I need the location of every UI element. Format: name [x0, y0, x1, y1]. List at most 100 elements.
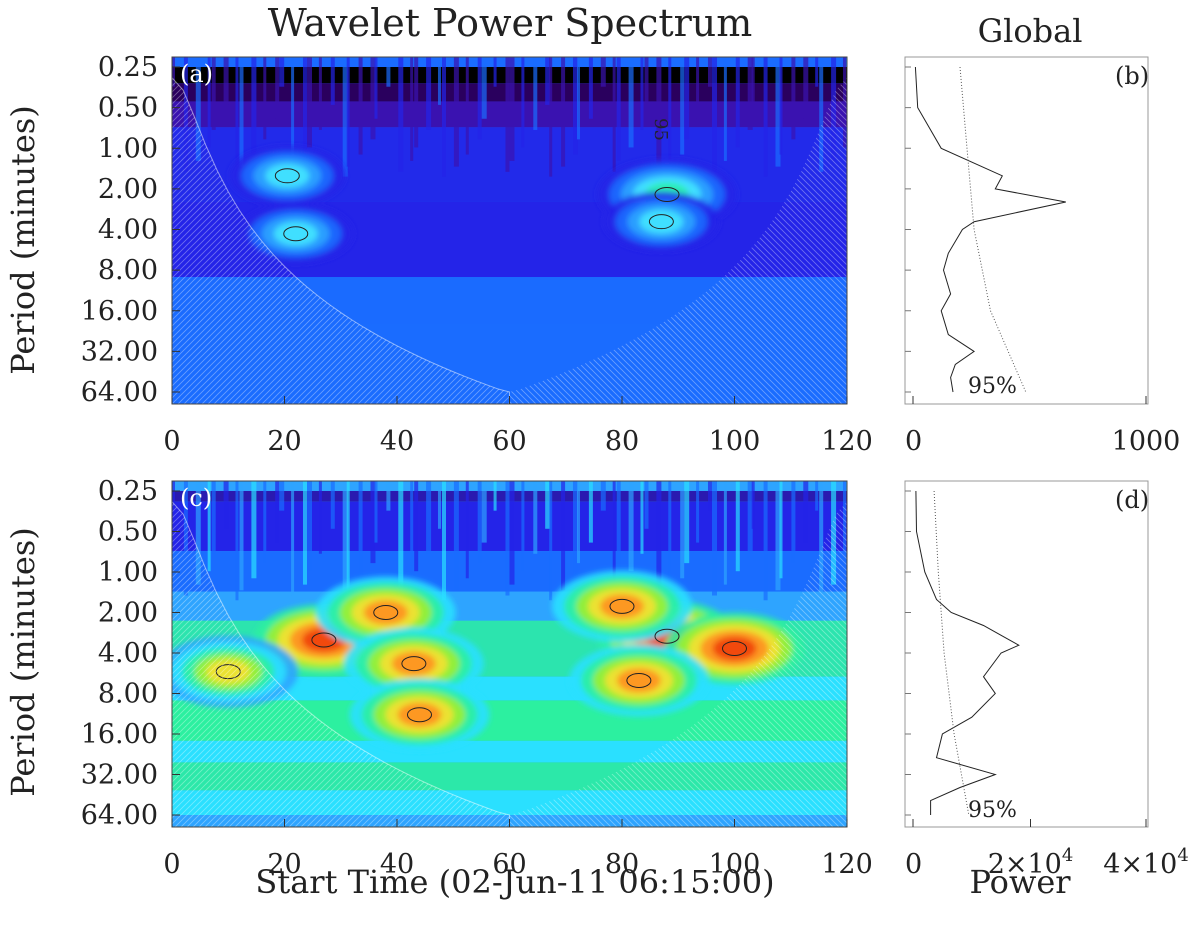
panelD-xtick-label: 0: [905, 849, 922, 880]
panela-streak: [779, 57, 783, 155]
panela-streak: [612, 57, 616, 172]
panelc-streak: [533, 481, 538, 554]
panelc-streak: [477, 481, 482, 564]
panelc-streak: [505, 481, 510, 596]
panela-streak: [696, 57, 700, 119]
panela-cone-edge: [172, 77, 510, 404]
panelc-streak: [577, 481, 580, 564]
panelc-streak: [302, 481, 307, 585]
panela-streak: [223, 57, 229, 105]
panelc-streak: [803, 481, 809, 543]
panela-streak: [275, 57, 280, 119]
panel-c-ylabel: Period (minutes): [4, 527, 42, 796]
panela-ytick-label: 8.00: [98, 255, 158, 286]
panel-d-frame: [904, 480, 1149, 828]
panela-streak: [549, 57, 553, 177]
panelc-streak: [640, 481, 644, 554]
panela-streak: [477, 57, 482, 140]
panelc-xtick-label: 100: [709, 849, 761, 880]
panelc-streak: [493, 481, 497, 511]
panelc-streak: [172, 481, 175, 511]
global-title: Global: [978, 12, 1083, 50]
panel-d-global-spectrum: [905, 490, 1020, 816]
panela-blob-0: [265, 163, 310, 188]
panela-ytick-label: 0.50: [98, 93, 158, 124]
panela-streak: [712, 57, 717, 172]
panela-streak: [656, 57, 662, 177]
panelc-streak: [263, 481, 267, 564]
panela-streak: [600, 57, 606, 87]
panelc-streak: [521, 481, 525, 572]
panela-cone-left: [172, 77, 510, 404]
panela-streak: [751, 57, 755, 105]
panela-streak: [239, 57, 244, 167]
panelc-sig-contour-2: [401, 656, 427, 672]
panelc-blob-7: [616, 668, 661, 693]
panelc-streak: [588, 481, 593, 543]
panelc-streak: [723, 481, 727, 585]
panel-b-x-ticks: 0 1000: [905, 396, 1180, 457]
panela-xtick-label: 20: [267, 426, 301, 457]
panelc-streak: [437, 481, 441, 529]
panelB-xtick-label: 1000: [1112, 426, 1181, 457]
panelc-streak: [207, 481, 211, 572]
panela-streak: [509, 57, 515, 161]
panela-streak: [815, 57, 819, 87]
panelc-streak: [453, 481, 459, 591]
panela-xtick-label: 80: [605, 426, 639, 457]
panela-xtick-label: 40: [380, 426, 414, 457]
panela-blob-3: [639, 209, 684, 234]
panela-streak: [398, 57, 404, 172]
panelD-xtick-label: 2×104: [988, 845, 1074, 880]
panelc-streak: [815, 481, 819, 511]
panelc-streak: [307, 481, 312, 572]
panelc-streak: [707, 481, 712, 511]
panelc-streak: [572, 481, 578, 579]
panelc-streak: [386, 481, 391, 511]
panela-streak: [346, 57, 350, 167]
panela-ytick-label: 32.00: [81, 336, 158, 367]
panelc-streak: [195, 481, 201, 585]
panel-a-ylabel: Period (minutes): [4, 105, 42, 374]
panela-streak: [747, 57, 753, 130]
panela-streak: [668, 57, 672, 167]
panelc-sig-contour-7: [626, 672, 652, 688]
panela-streak: [370, 57, 376, 140]
panelc-sig-contour-4: [654, 628, 680, 644]
panelc-streak: [549, 481, 553, 601]
panela-streak: [723, 57, 727, 161]
panela-streak: [410, 57, 414, 161]
panela-ytick-label: 0.25: [98, 52, 158, 83]
panelc-streak: [763, 481, 768, 601]
panel-d-sig-label: 95%: [968, 798, 1017, 823]
panela-streak: [374, 57, 378, 119]
panela-sig-contour-1: [283, 226, 309, 242]
panelc-streak: [346, 481, 350, 591]
panela-sig-contour-2: [654, 186, 680, 202]
panela-streak: [572, 57, 578, 155]
panelc-cone-edge: [172, 501, 510, 827]
panelc-streak: [644, 481, 649, 529]
panelc-xtick-label: 80: [605, 849, 639, 880]
panela-streak: [493, 57, 497, 87]
panelc-cone-right: [509, 501, 847, 827]
panelc-sig-contour-1: [373, 605, 399, 620]
panela-streak: [465, 57, 469, 155]
panela-streak: [302, 57, 307, 161]
panela-streak: [521, 57, 525, 148]
panela-streak: [505, 57, 510, 172]
panela-streak: [561, 57, 566, 167]
panela-streak: [291, 57, 295, 172]
panel-a-x-ticks: 0 20 40 60 80 100 120: [163, 396, 873, 457]
panela-streak: [386, 57, 391, 87]
panela-xtick-label: 60: [492, 426, 526, 457]
panelc-streak: [398, 481, 404, 596]
figure-title: Wavelet Power Spectrum: [268, 1, 753, 45]
panela-streak: [207, 57, 211, 148]
panelc-xtick-label: 0: [163, 849, 180, 880]
panelc-ytick-label: 8.00: [98, 679, 158, 710]
panel-c-y-ticks: 0.25 0.50 1.00 2.00 4.00 8.00 16.00 32.00 64.00: [81, 476, 180, 831]
panel-b-sig-label: 95%: [968, 374, 1017, 399]
panela-streak: [763, 57, 768, 177]
